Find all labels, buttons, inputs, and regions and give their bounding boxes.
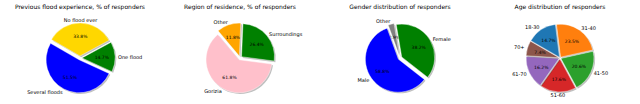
slice bbox=[365, 28, 424, 92]
data-label: 38.2% bbox=[412, 45, 427, 50]
data-label: 17.6% bbox=[552, 77, 567, 82]
slice-label: Other bbox=[376, 18, 391, 24]
slice-label: 51-60 bbox=[551, 92, 566, 98]
title: Previous flood experience, % of responde… bbox=[15, 3, 145, 11]
slice-label: Surroundings bbox=[269, 31, 303, 38]
slice-label: 70+ bbox=[514, 44, 525, 50]
title: Gender distribution of responders bbox=[349, 3, 450, 11]
slice-label: Several floods bbox=[27, 89, 63, 95]
slice bbox=[526, 41, 559, 58]
title: Region of residence, % of responders bbox=[184, 3, 296, 11]
slice-label: 61-70 bbox=[512, 71, 527, 77]
data-label: 20.6% bbox=[572, 64, 587, 69]
slice bbox=[526, 57, 559, 86]
slice bbox=[242, 24, 275, 61]
pie-chart: Age distribution of responders 18-30 14.7%… bbox=[512, 3, 608, 98]
slice-label: Other bbox=[214, 19, 229, 25]
slice-label: No flood ever bbox=[64, 17, 99, 23]
slice-label: One flood bbox=[118, 54, 142, 60]
slice-label: Male bbox=[357, 77, 369, 83]
data-label: 14.7% bbox=[95, 55, 110, 60]
data-label: 7.4% bbox=[534, 50, 546, 55]
slice-label: 41-50 bbox=[594, 70, 609, 76]
data-label: 61.8% bbox=[222, 75, 237, 80]
data-label: 11.8% bbox=[226, 35, 241, 40]
slice bbox=[206, 34, 272, 92]
slice-label: Female bbox=[433, 36, 451, 42]
data-label: 26.4% bbox=[250, 42, 265, 47]
pie-chart: Region of residence, % of responders Othe… bbox=[184, 3, 303, 94]
pie-chart: Gender distribution of respondersOther2.… bbox=[349, 3, 450, 93]
figure: Previous flood experience, % of responde… bbox=[0, 0, 640, 104]
slice bbox=[46, 43, 109, 92]
data-label: 16.2% bbox=[534, 65, 549, 70]
pie-chart: Previous flood experience, % of responde… bbox=[15, 3, 145, 95]
data-label: 14.7% bbox=[541, 38, 556, 43]
title: Age distribution of responders bbox=[515, 3, 606, 11]
data-label: 23.5% bbox=[565, 39, 580, 44]
data-label: 51.5% bbox=[63, 75, 78, 80]
slice-label: Gorizia bbox=[204, 88, 221, 94]
data-label: 58.8% bbox=[375, 69, 390, 74]
slice-label: 18-30 bbox=[525, 24, 540, 30]
data-label: 33.8% bbox=[73, 34, 88, 39]
slice-label: 31-40 bbox=[581, 25, 596, 31]
